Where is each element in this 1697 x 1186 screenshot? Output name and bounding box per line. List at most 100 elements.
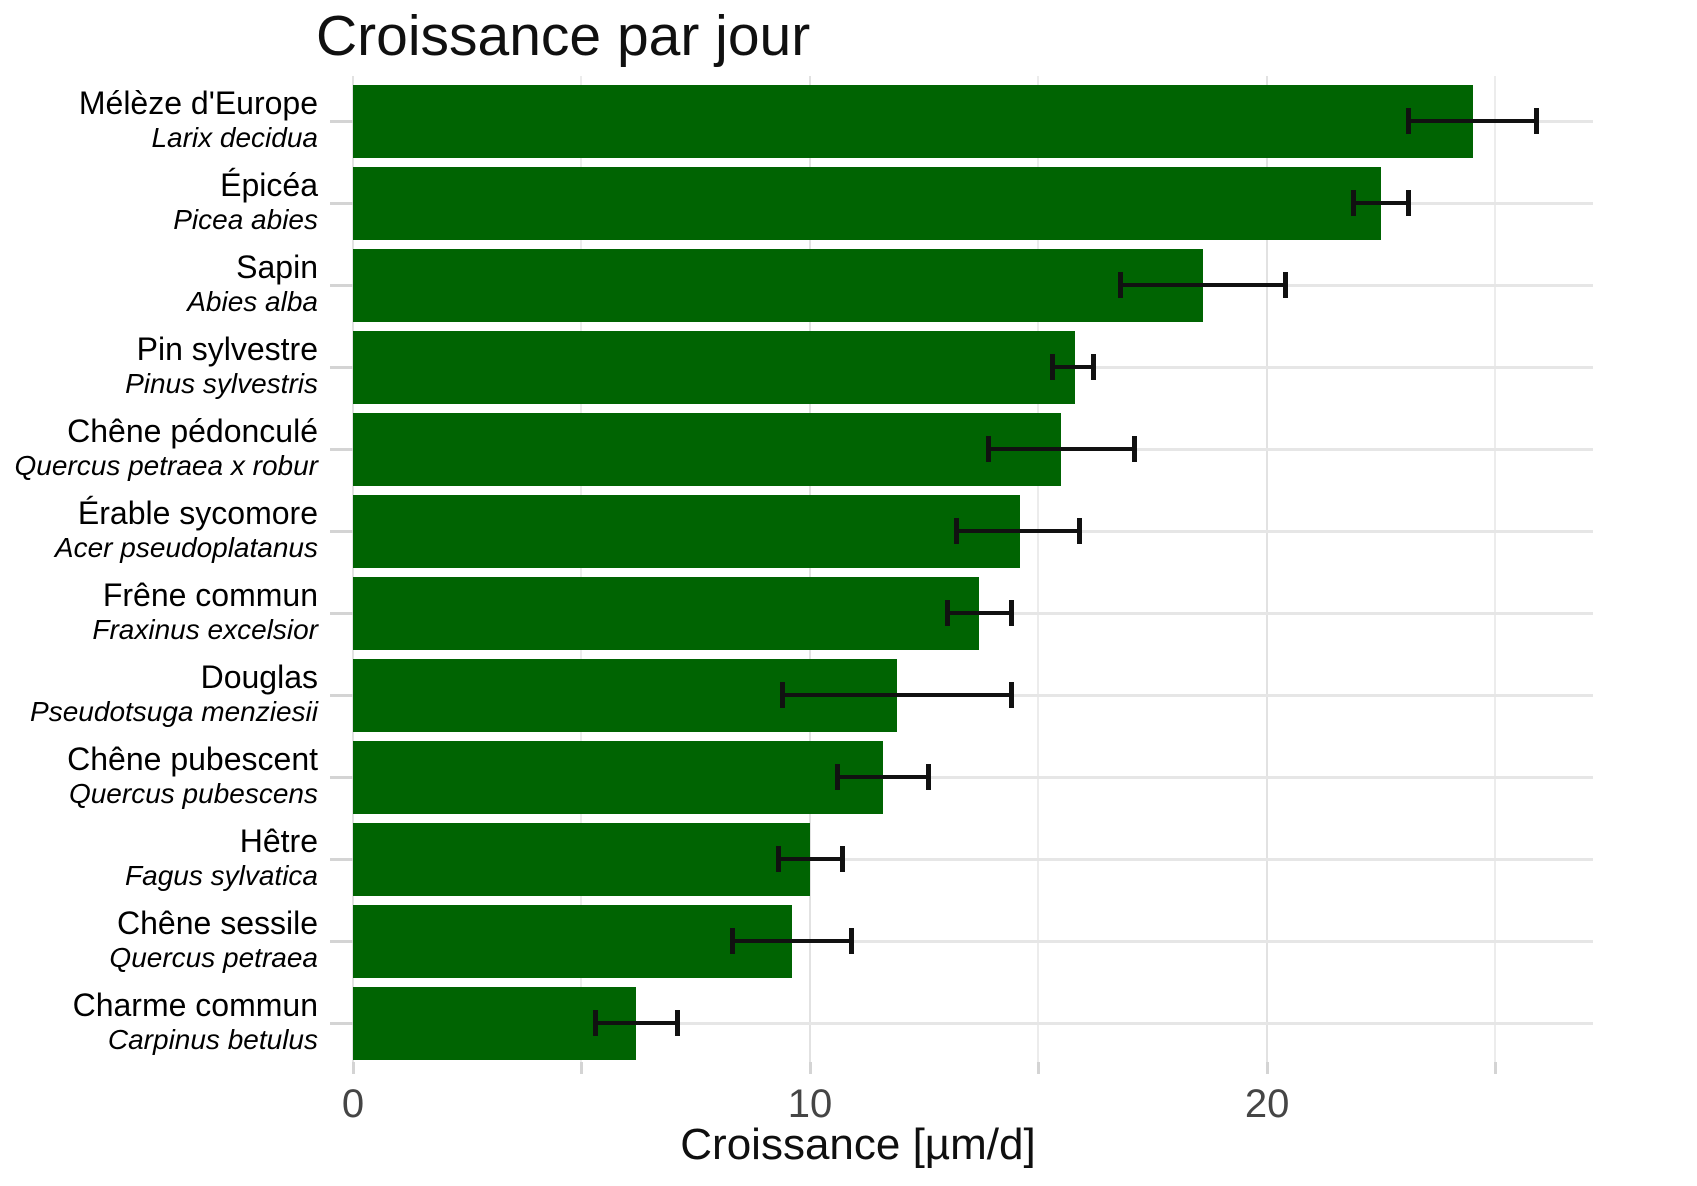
y-tick-1 — [330, 201, 353, 205]
species-latin: Picea abies — [173, 204, 318, 235]
errorbar-cap-high-11 — [675, 1010, 680, 1036]
x-tick-label-10: 10 — [787, 1082, 833, 1126]
bar-9 — [353, 822, 811, 896]
errorbar-line-8 — [837, 774, 929, 780]
species-name: Chêne pubescent — [67, 741, 318, 777]
species-name: Chêne sessile — [117, 905, 318, 941]
gridline-x-20 — [1265, 76, 1269, 1062]
bar-10 — [353, 904, 792, 978]
gridline-x-15 — [1037, 76, 1040, 1062]
errorbar-cap-low-2 — [1118, 272, 1124, 298]
species-name: Sapin — [236, 249, 318, 285]
errorbar-cap-low-6 — [944, 600, 950, 626]
bar-0 — [353, 84, 1473, 158]
errorbar-line-5 — [956, 528, 1080, 534]
species-latin: Quercus petraea x robur — [14, 450, 319, 481]
plot-panel — [351, 76, 1593, 1062]
species-name: Hêtre — [239, 823, 318, 859]
y-tick-7 — [330, 693, 353, 697]
errorbar-cap-low-0 — [1406, 108, 1412, 134]
errorbar-cap-high-8 — [926, 764, 932, 790]
x-tick-5 — [580, 1062, 584, 1074]
species-name: Douglas — [200, 659, 318, 695]
species-latin: Pinus sylvestris — [125, 368, 318, 399]
row-label-5: Érable sycomore Acer pseudoplatanus — [55, 495, 318, 564]
y-tick-2 — [330, 283, 353, 287]
species-name: Charme commun — [72, 987, 318, 1023]
gridline-y-row-9 — [353, 857, 1593, 861]
bar-6 — [353, 576, 980, 650]
bar-8 — [353, 740, 884, 814]
row-label-8: Chêne pubescent Quercus pubescens — [67, 741, 318, 810]
y-tick-4 — [330, 447, 353, 451]
x-tick-label-0: 0 — [341, 1082, 365, 1126]
gridline-y-row-10 — [353, 939, 1593, 943]
gridline-x-25 — [1494, 76, 1497, 1062]
errorbar-cap-high-0 — [1534, 108, 1540, 134]
errorbar-cap-high-10 — [848, 928, 854, 954]
y-tick-10 — [330, 939, 353, 943]
species-latin: Fraxinus excelsior — [92, 614, 318, 645]
errorbar-line-6 — [947, 610, 1012, 616]
y-tick-9 — [330, 857, 353, 861]
errorbar-line-1 — [1353, 200, 1409, 206]
species-latin: Acer pseudoplatanus — [54, 532, 318, 563]
x-tick-25 — [1494, 1062, 1498, 1074]
gridline-x-5 — [580, 76, 583, 1062]
bar-1 — [353, 166, 1382, 240]
row-label-2: Sapin Abies alba — [187, 249, 318, 318]
chart-title: Croissance par jour — [316, 4, 811, 68]
species-latin: Carpinus betulus — [107, 1024, 318, 1055]
row-label-6: Frêne commun Fraxinus excelsior — [92, 577, 318, 646]
gridline-x-10 — [808, 76, 812, 1062]
y-tick-0 — [330, 119, 353, 123]
species-latin: Quercus pubescens — [68, 778, 318, 809]
x-tick-label-20: 20 — [1244, 1082, 1290, 1126]
x-tick-0 — [351, 1062, 355, 1074]
errorbar-line-9 — [778, 856, 843, 862]
errorbar-cap-low-11 — [592, 1010, 598, 1036]
bar-11 — [353, 986, 637, 1060]
errorbar-cap-high-1 — [1406, 190, 1412, 216]
bar-3 — [353, 330, 1076, 404]
y-tick-6 — [330, 611, 353, 615]
species-latin: Quercus petraea — [109, 942, 318, 973]
species-latin: Pseudotsuga menziesii — [30, 696, 318, 727]
species-latin: Larix decidua — [151, 122, 318, 153]
species-name: Frêne commun — [102, 577, 318, 613]
x-tick-20 — [1265, 1062, 1269, 1074]
row-label-4: Chêne pédonculé Quercus petraea x robur — [15, 413, 319, 482]
species-latin: Abies alba — [187, 286, 318, 317]
errorbar-cap-high-6 — [1008, 600, 1014, 626]
errorbar-line-0 — [1408, 118, 1537, 124]
y-tick-11 — [330, 1021, 353, 1025]
errorbar-cap-low-7 — [780, 682, 786, 708]
errorbar-cap-low-10 — [729, 928, 735, 954]
row-label-0: Mélèze d'Europe Larix decidua — [79, 85, 318, 154]
species-name: Mélèze d'Europe — [78, 85, 318, 121]
bar-2 — [353, 248, 1204, 322]
row-label-11: Charme commun Carpinus betulus — [73, 987, 318, 1056]
errorbar-cap-low-5 — [953, 518, 959, 544]
errorbar-cap-high-2 — [1282, 272, 1288, 298]
row-label-10: Chêne sessile Quercus petraea — [109, 905, 318, 974]
species-name: Érable sycomore — [77, 495, 318, 531]
gridline-y-row-11 — [353, 1021, 1593, 1025]
y-tick-5 — [330, 529, 353, 533]
errorbar-line-10 — [732, 938, 852, 944]
species-name: Pin sylvestre — [136, 331, 318, 367]
row-label-1: Épicéa Picea abies — [173, 167, 318, 236]
x-tick-10 — [808, 1062, 812, 1074]
row-label-9: Hêtre Fagus sylvatica — [125, 823, 318, 892]
bar-5 — [353, 494, 1021, 568]
row-label-3: Pin sylvestre Pinus sylvestris — [125, 331, 318, 400]
bar-4 — [353, 412, 1062, 486]
errorbar-cap-low-1 — [1351, 190, 1357, 216]
errorbar-cap-high-4 — [1132, 436, 1138, 462]
row-label-7: Douglas Pseudotsuga menziesii — [30, 659, 318, 728]
errorbar-cap-high-3 — [1090, 354, 1096, 380]
errorbar-cap-high-7 — [1008, 682, 1014, 708]
errorbar-cap-high-9 — [839, 846, 845, 872]
errorbar-cap-low-9 — [775, 846, 781, 872]
